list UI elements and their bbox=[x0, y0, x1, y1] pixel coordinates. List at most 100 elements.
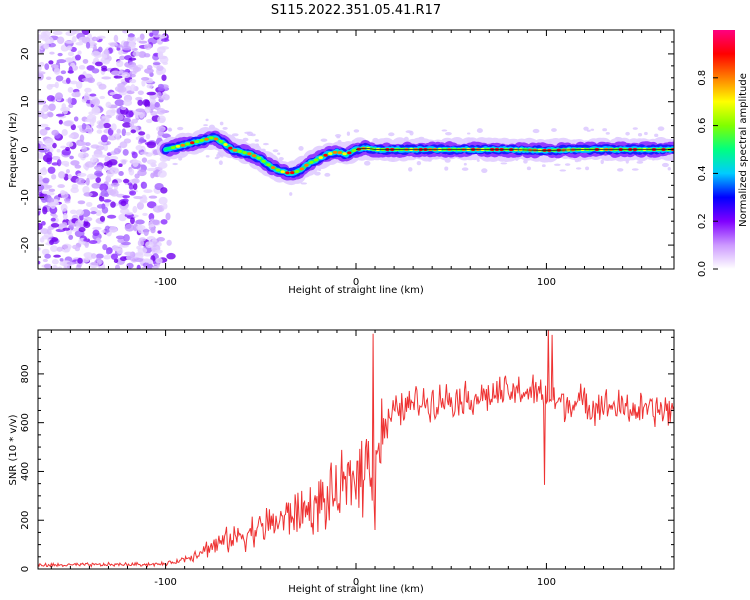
signal-hotspot bbox=[175, 144, 181, 148]
noise-blob bbox=[157, 129, 165, 137]
noise-blob bbox=[135, 145, 143, 151]
noise-blob bbox=[105, 109, 116, 117]
noise-blob bbox=[77, 141, 87, 147]
signal-hotspot bbox=[337, 151, 343, 155]
speckle bbox=[168, 128, 173, 132]
noise-blob bbox=[85, 128, 92, 133]
signal-hotspot bbox=[209, 136, 214, 140]
noise-blob bbox=[102, 59, 110, 65]
noise-blob bbox=[58, 119, 63, 125]
noise-blob bbox=[85, 99, 92, 104]
noise-blob bbox=[48, 103, 56, 111]
colorbar-ticks: 0.0 0.2 0.4 0.6 0.8 bbox=[697, 70, 718, 277]
noise-blob bbox=[57, 184, 65, 189]
noise-blob bbox=[63, 198, 71, 202]
noise-blob bbox=[106, 214, 117, 219]
noise-blob bbox=[130, 84, 136, 92]
noise-blob bbox=[44, 138, 54, 147]
noise-blob bbox=[123, 99, 133, 106]
signal-hotspot bbox=[347, 151, 352, 155]
noise-blob bbox=[50, 204, 56, 209]
noise-blob bbox=[54, 81, 59, 89]
noise-blob bbox=[65, 168, 70, 174]
signal-hotspot bbox=[194, 140, 200, 144]
noise-blob bbox=[69, 209, 77, 215]
noise-blob bbox=[106, 169, 115, 178]
noise-blob bbox=[122, 122, 132, 128]
noise-blob bbox=[152, 219, 160, 226]
noise-blob bbox=[46, 151, 53, 158]
speckle bbox=[222, 126, 228, 130]
noise-blob bbox=[83, 192, 93, 197]
noise-blob bbox=[81, 77, 92, 82]
noise-blob bbox=[44, 126, 51, 131]
noise-blob bbox=[41, 221, 46, 226]
spectrogram-x-tick-label: 100 bbox=[537, 277, 556, 288]
noise-blob bbox=[118, 171, 124, 176]
noise-blob bbox=[99, 95, 106, 100]
noise-blob bbox=[160, 187, 168, 194]
noise-blob bbox=[75, 219, 84, 227]
noise-blob bbox=[61, 243, 72, 250]
speckle bbox=[605, 132, 610, 135]
noise-blob bbox=[67, 174, 73, 180]
noise-blob bbox=[42, 258, 48, 263]
noise-blob bbox=[49, 51, 55, 55]
speckle bbox=[553, 163, 561, 166]
noise-blob bbox=[166, 239, 172, 246]
noise-blob bbox=[96, 204, 105, 209]
signal-hotspot bbox=[328, 152, 333, 156]
noise-blob bbox=[114, 85, 124, 93]
noise-blob bbox=[126, 35, 137, 43]
noise-blob bbox=[139, 33, 145, 41]
noise-blob bbox=[66, 141, 74, 147]
noise-blob bbox=[158, 196, 168, 205]
noise-blob bbox=[81, 122, 87, 130]
noise-blob bbox=[136, 224, 146, 231]
noise-blob bbox=[143, 189, 153, 194]
noise-blob bbox=[84, 118, 93, 123]
noise-blob bbox=[74, 91, 81, 98]
speckle bbox=[667, 167, 671, 171]
noise-blob bbox=[38, 205, 42, 212]
noise-blob bbox=[112, 93, 123, 100]
signal-hotspot bbox=[304, 163, 309, 167]
noise-blob bbox=[57, 266, 63, 269]
noise-blob bbox=[70, 123, 76, 131]
speckle bbox=[298, 146, 304, 151]
signal-hotspot bbox=[237, 149, 243, 153]
noise-blob bbox=[46, 83, 53, 90]
noise-blob bbox=[109, 226, 118, 233]
noise-blob bbox=[55, 113, 65, 117]
noise-blob bbox=[160, 38, 170, 42]
noise-blob bbox=[60, 70, 67, 75]
noise-blob bbox=[60, 203, 68, 212]
noise-blob bbox=[125, 131, 131, 136]
noise-blob bbox=[71, 36, 77, 43]
noise-blob bbox=[84, 142, 91, 147]
noise-blob bbox=[151, 266, 160, 269]
noise-blob bbox=[124, 223, 135, 232]
speckle bbox=[600, 159, 604, 165]
noise-blob bbox=[138, 237, 147, 242]
noise-blob bbox=[136, 201, 144, 210]
noise-blob bbox=[93, 57, 100, 63]
speckle bbox=[564, 163, 571, 166]
noise-blob bbox=[110, 201, 116, 208]
noise-blob bbox=[60, 189, 66, 196]
snr-frame bbox=[37, 329, 675, 570]
snr-x-tick-label: -100 bbox=[154, 577, 177, 588]
snr-y-tick-label: 0 bbox=[20, 566, 31, 572]
noise-blob bbox=[127, 33, 135, 38]
noise-blob bbox=[83, 216, 93, 222]
noise-blob bbox=[51, 174, 57, 180]
noise-blob bbox=[156, 46, 166, 54]
spectrogram-marks bbox=[38, 30, 674, 269]
noise-blob bbox=[121, 72, 131, 79]
noise-blob bbox=[123, 138, 132, 144]
noise-blob bbox=[48, 191, 55, 196]
noise-blob bbox=[41, 106, 47, 113]
noise-blob bbox=[121, 241, 131, 246]
noise-blob bbox=[41, 235, 50, 240]
